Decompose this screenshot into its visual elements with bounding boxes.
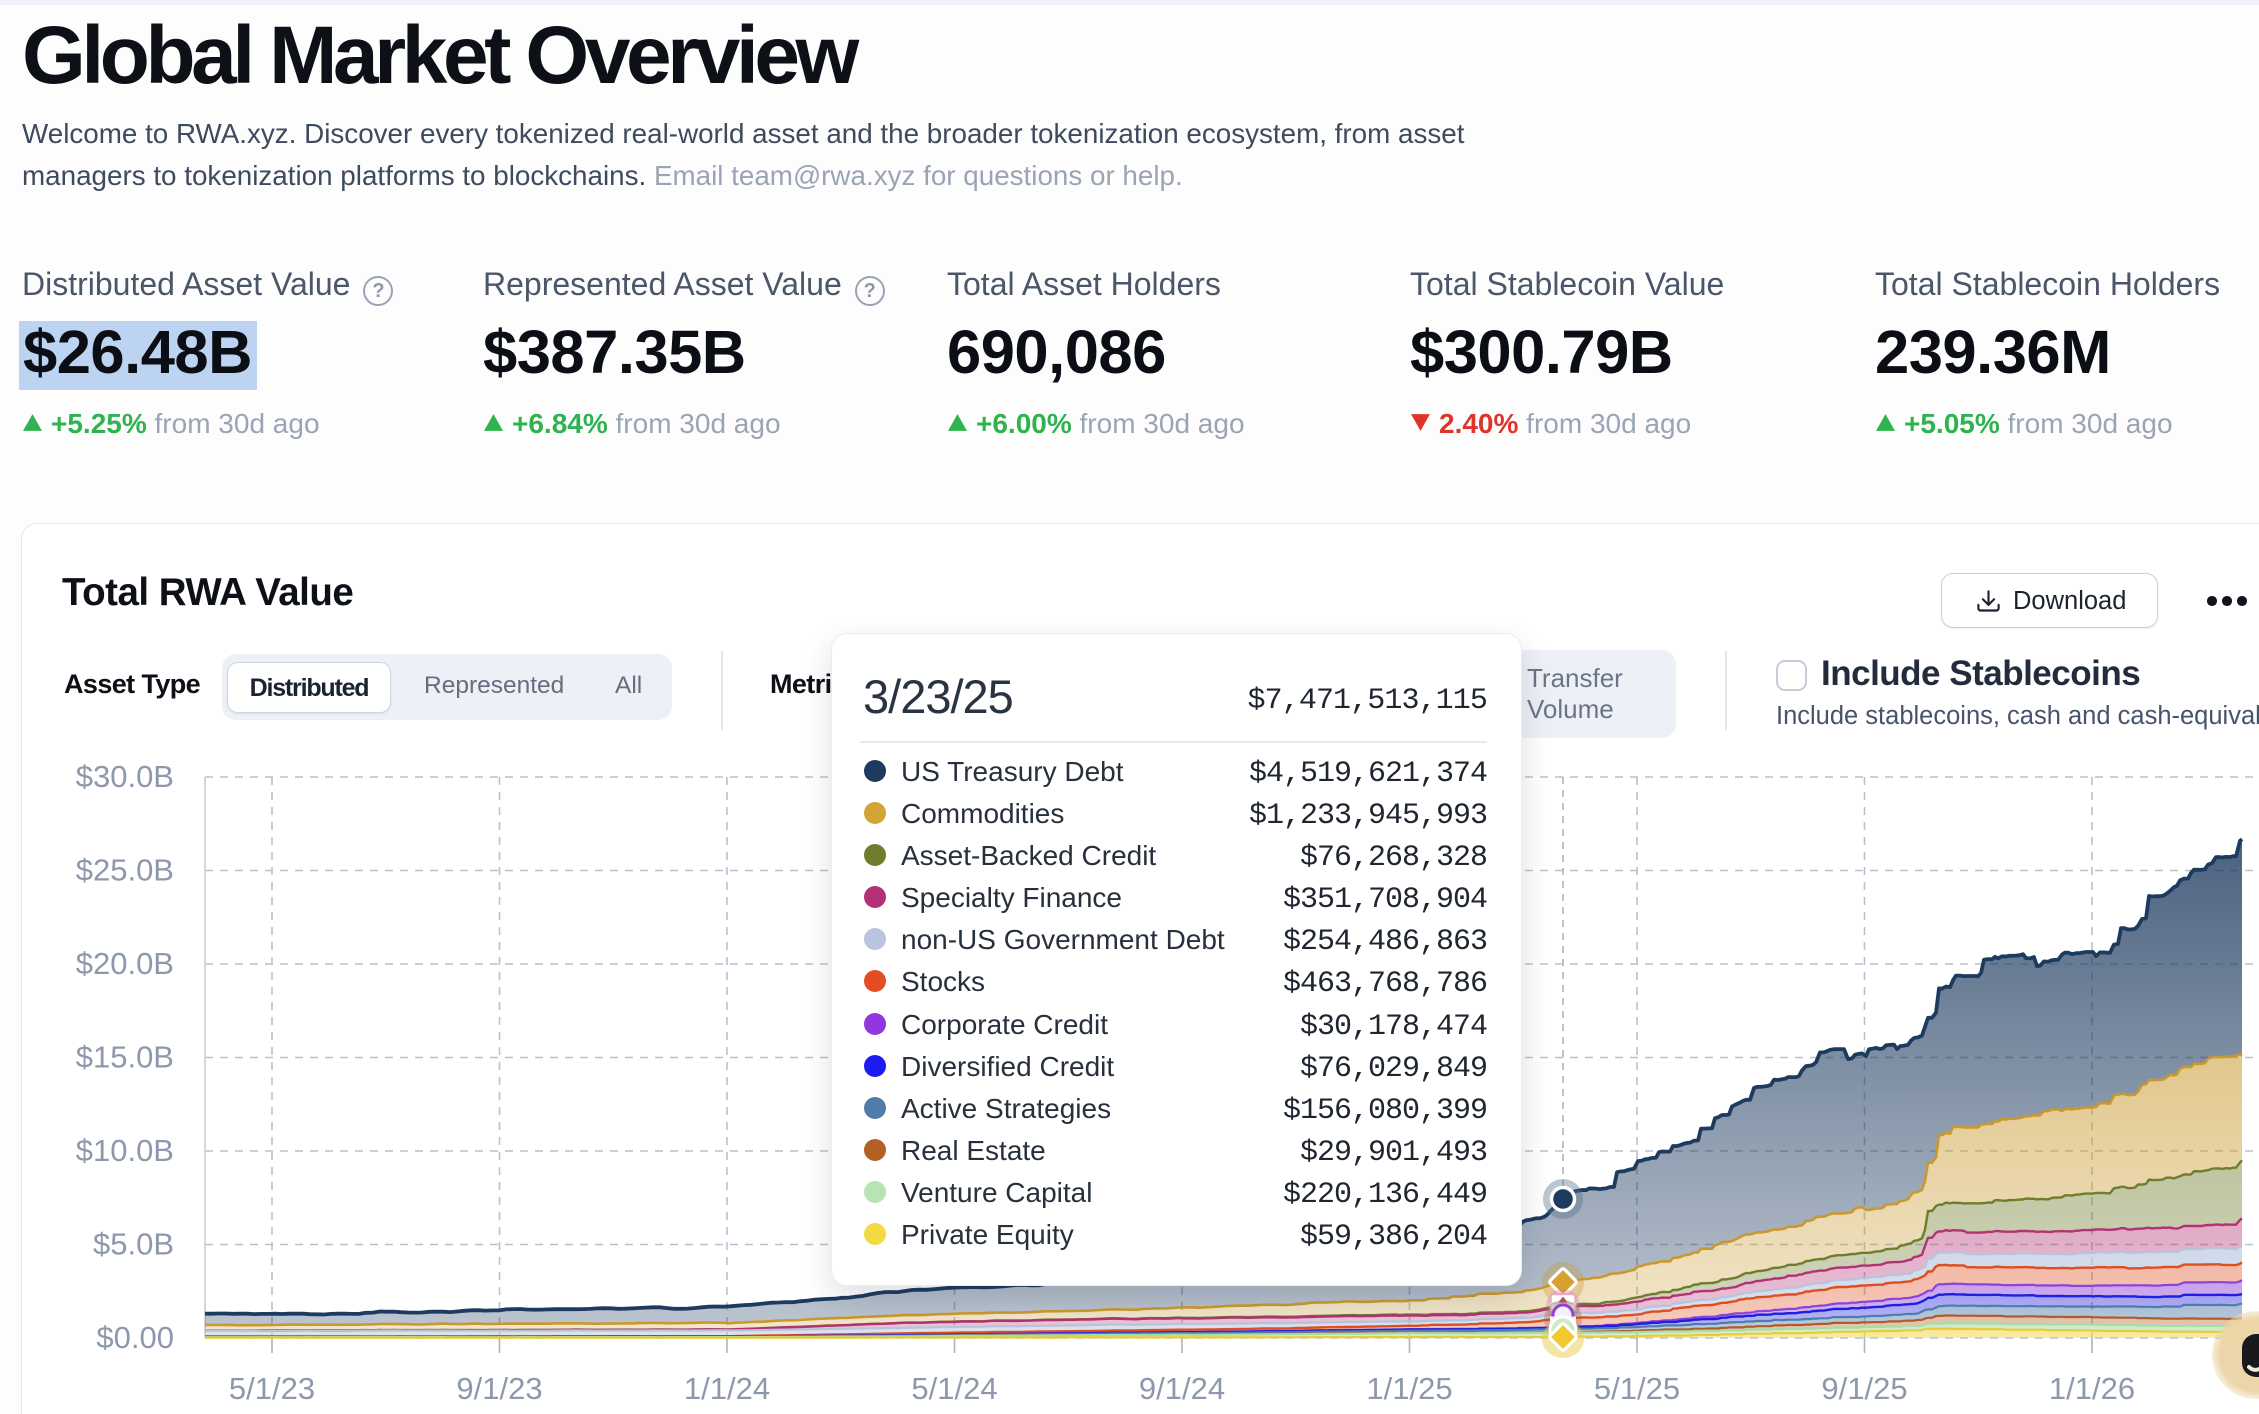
svg-text:$20.0B: $20.0B bbox=[76, 946, 174, 981]
svg-text:$15.0B: $15.0B bbox=[76, 1040, 174, 1075]
svg-text:5/1/24: 5/1/24 bbox=[911, 1371, 997, 1406]
svg-text:$30.0B: $30.0B bbox=[76, 759, 174, 794]
svg-text:5/1/25: 5/1/25 bbox=[1594, 1371, 1680, 1406]
svg-text:$0.00: $0.00 bbox=[96, 1320, 174, 1355]
svg-text:1/1/25: 1/1/25 bbox=[1366, 1371, 1452, 1406]
svg-text:5/1/23: 5/1/23 bbox=[229, 1371, 315, 1406]
svg-text:$25.0B: $25.0B bbox=[76, 853, 174, 888]
svg-text:1/1/26: 1/1/26 bbox=[2049, 1371, 2135, 1406]
svg-text:1/1/24: 1/1/24 bbox=[684, 1371, 770, 1406]
svg-text:9/1/24: 9/1/24 bbox=[1139, 1371, 1225, 1406]
svg-text:$5.0B: $5.0B bbox=[93, 1227, 174, 1262]
svg-text:9/1/23: 9/1/23 bbox=[456, 1371, 542, 1406]
svg-text:$10.0B: $10.0B bbox=[76, 1133, 174, 1168]
svg-text:9/1/25: 9/1/25 bbox=[1821, 1371, 1907, 1406]
